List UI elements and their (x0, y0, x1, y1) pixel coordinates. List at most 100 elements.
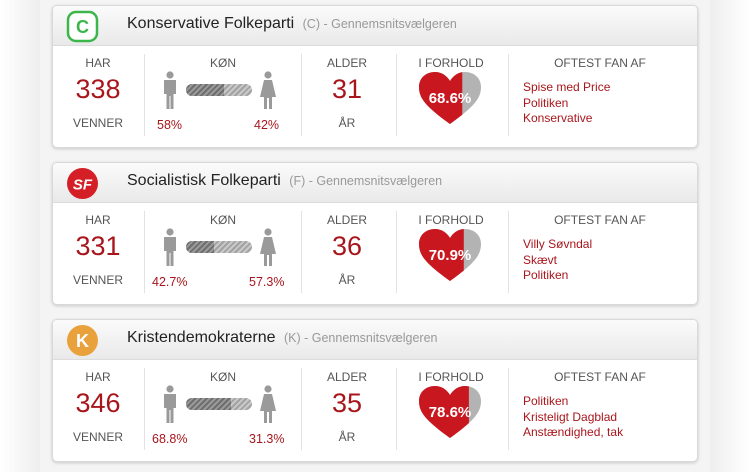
gender-ratio-bar (186, 398, 252, 410)
gender-male-fill (186, 398, 232, 410)
card-body: HAR 338 VENNER KØN 58% 42% ALDER 31 ÅR I… (53, 46, 697, 147)
female-pct: 42% (254, 118, 280, 132)
party-card-konservative: C Konservative Folkeparti (C) - Gennemsn… (52, 5, 698, 148)
friends-count: 331 (75, 231, 121, 261)
alder-label: ALDER (326, 370, 367, 384)
divider (144, 54, 145, 136)
logo-letter: K (76, 331, 89, 351)
party-meta: (F) - Gennemsnitsvælgeren (289, 174, 443, 188)
alder-label: ALDER (326, 213, 367, 227)
har-label: HAR (85, 56, 111, 70)
party-card-kristendemokraterne: K Kristendemokraterne (K) - Gennemsnitsv… (52, 319, 698, 462)
female-pct: 57.3% (249, 275, 285, 289)
fan-item[interactable]: Skævt (523, 252, 558, 267)
venner-label: VENNER (72, 116, 123, 130)
fan-item[interactable]: Politiken (523, 268, 569, 282)
kon-label: KØN (209, 370, 236, 384)
relationship-pct: 78.6% (428, 404, 472, 421)
card-header: C Konservative Folkeparti (C) - Gennemsn… (53, 6, 697, 46)
fan-item[interactable]: Kristeligt Dagblad (523, 409, 618, 424)
logo-letter: C (76, 17, 89, 37)
fan-item[interactable]: Politiken (523, 394, 569, 408)
party-title-line: Kristendemokraterne (K) - Gennemsnitsvæl… (127, 329, 438, 347)
female-pct: 31.3% (249, 432, 285, 446)
har-label: HAR (85, 213, 111, 227)
party-logo-k-icon: K (67, 325, 98, 356)
venner-label: VENNER (72, 273, 123, 287)
fan-item[interactable]: Politiken (523, 95, 569, 110)
party-logo-sf-icon: SF (67, 168, 98, 199)
i-forhold-label: I FORHOLD (418, 56, 484, 70)
friends-count: 338 (75, 74, 121, 104)
party-card-sf: SF Socialistisk Folkeparti (F) - Gennems… (52, 162, 698, 305)
party-meta: (C) - Gennemsnitsvælgeren (302, 17, 457, 31)
party-name[interactable]: Socialistisk Folkeparti (127, 172, 281, 189)
card-header: K Kristendemokraterne (K) - Gennemsnitsv… (53, 320, 697, 360)
divider (508, 211, 509, 293)
male-pct: 68.8% (152, 432, 188, 446)
divider (144, 211, 145, 293)
kon-label: KØN (209, 56, 236, 70)
card-header: SF Socialistisk Folkeparti (F) - Gennems… (53, 163, 697, 203)
gender-male-fill (186, 241, 215, 253)
relationship-heart: 78.6% (417, 384, 483, 440)
venner-label: VENNER (72, 430, 123, 444)
oftest-fan-af-label: OFTEST FAN AF (554, 213, 646, 227)
aar-label: ÅR (338, 273, 356, 287)
fan-item[interactable]: Villy Søvndal (523, 237, 593, 251)
logo-letter: SF (73, 177, 93, 194)
party-name[interactable]: Konservative Folkeparti (127, 15, 295, 32)
age-value: 35 (331, 388, 363, 418)
relationship-heart: 68.6% (417, 70, 483, 126)
card-body: HAR 331 VENNER KØN 42.7% 57.3% ALDER 36 … (53, 203, 697, 304)
male-pct: 42.7% (152, 275, 188, 289)
fan-item[interactable]: Spise med Price (523, 80, 611, 94)
divider (508, 54, 509, 136)
female-person-icon (260, 228, 276, 266)
page-shade-right (710, 0, 750, 472)
party-name[interactable]: Kristendemokraterne (127, 329, 276, 346)
relationship-heart: 70.9% (417, 227, 483, 283)
aar-label: ÅR (338, 116, 356, 130)
i-forhold-label: I FORHOLD (418, 370, 484, 384)
oftest-fan-af-label: OFTEST FAN AF (554, 56, 646, 70)
relationship-pct: 70.9% (428, 247, 472, 264)
divider (301, 368, 302, 450)
age-value: 36 (331, 231, 363, 261)
male-person-icon (164, 228, 176, 266)
heart-icon (419, 229, 481, 281)
fan-list: Politiken Kristeligt Dagblad Anstændighe… (523, 394, 623, 441)
divider (508, 368, 509, 450)
heart-icon (419, 72, 481, 124)
page-shade-left (0, 0, 40, 472)
card-body: HAR 346 VENNER KØN 68.8% 31.3% ALDER 35 … (53, 360, 697, 461)
divider (301, 211, 302, 293)
party-logo-c-icon: C (66, 10, 99, 43)
relationship-pct: 68.6% (428, 90, 472, 107)
alder-label: ALDER (326, 56, 367, 70)
male-person-icon (164, 71, 176, 109)
divider (396, 211, 397, 293)
fan-item[interactable]: Anstændighed, tak (523, 425, 624, 439)
female-person-icon (260, 385, 276, 423)
party-title-line: Socialistisk Folkeparti (F) - Gennemsnit… (127, 172, 442, 190)
female-person-icon (260, 71, 276, 109)
fan-item[interactable]: Konservative (523, 111, 593, 125)
party-title-line: Konservative Folkeparti (C) - Gennemsnit… (127, 15, 457, 33)
gender-ratio-bar (186, 241, 252, 253)
age-value: 31 (331, 74, 363, 104)
i-forhold-label: I FORHOLD (418, 213, 484, 227)
fan-list: Villy Søvndal Skævt Politiken (523, 237, 592, 284)
friends-count: 346 (75, 388, 121, 418)
gender-ratio-bar (186, 84, 252, 96)
divider (301, 54, 302, 136)
gender-male-fill (186, 84, 225, 96)
aar-label: ÅR (338, 430, 356, 444)
party-meta: (K) - Gennemsnitsvælgeren (283, 331, 438, 345)
divider (396, 54, 397, 136)
heart-icon (419, 386, 481, 438)
fan-list: Spise med Price Politiken Konservative (523, 80, 610, 127)
kon-label: KØN (209, 213, 236, 227)
male-pct: 58% (157, 118, 183, 132)
har-label: HAR (85, 370, 111, 384)
